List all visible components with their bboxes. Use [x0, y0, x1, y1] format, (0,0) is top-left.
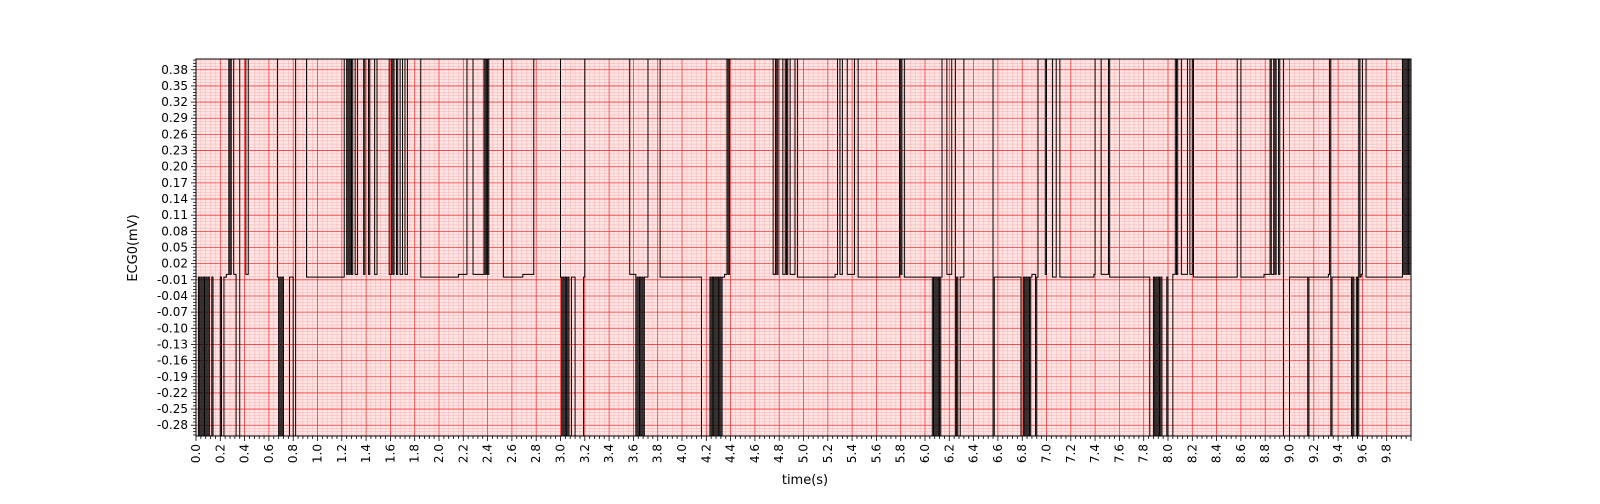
- x-tick-label: 0.2: [213, 444, 227, 463]
- x-tick-label: 8.2: [1185, 444, 1199, 463]
- x-tick-label: 4.2: [699, 444, 713, 463]
- y-tick-label: 0.11: [161, 208, 188, 222]
- x-axis-ticks: 0.0 0.2 0.4 0.6 0.8 1.0 1.2 1.4 1.6 1.8 2.0 2.2 2.4 2…: [189, 436, 1412, 463]
- x-tick-label: 3.0: [554, 444, 568, 463]
- x-tick-label: 9.6: [1355, 444, 1369, 463]
- x-tick-label: 5.2: [821, 444, 835, 463]
- x-tick-label: 5.0: [797, 444, 811, 463]
- x-tick-label: 1.4: [359, 444, 373, 463]
- x-tick-label: 2.2: [456, 444, 470, 463]
- x-tick-label: 5.6: [869, 444, 883, 463]
- x-tick-label: 4.8: [772, 444, 786, 463]
- x-tick-label: 5.4: [845, 444, 859, 463]
- y-tick-label: 0.20: [161, 160, 188, 174]
- y-tick-label: -0.04: [157, 289, 188, 303]
- x-tick-label: 3.4: [602, 444, 616, 463]
- y-tick-label: 0.05: [161, 241, 188, 255]
- x-tick-label: 4.4: [724, 444, 738, 463]
- x-tick-label: 6.4: [967, 444, 981, 463]
- y-tick-label: -0.07: [157, 305, 188, 319]
- x-tick-label: 0.8: [286, 444, 300, 463]
- x-tick-label: 8.4: [1210, 444, 1224, 463]
- x-tick-label: 3.2: [578, 444, 592, 463]
- x-tick-label: 4.6: [748, 444, 762, 463]
- x-tick-label: 9.0: [1283, 444, 1297, 463]
- x-tick-label: 9.8: [1380, 444, 1394, 463]
- x-tick-label: 9.4: [1331, 444, 1345, 463]
- x-tick-label: 7.6: [1112, 444, 1126, 463]
- y-tick-label: 0.29: [161, 111, 188, 125]
- y-tick-label: 0.38: [161, 63, 188, 77]
- y-tick-label: 0.02: [161, 257, 188, 271]
- y-tick-label: 0.17: [161, 176, 188, 190]
- x-tick-label: 2.4: [481, 444, 495, 463]
- x-tick-label: 8.0: [1161, 444, 1175, 463]
- y-tick-label: 0.08: [161, 224, 188, 238]
- y-tick-label: -0.10: [157, 321, 188, 335]
- x-axis-label: time(s): [782, 473, 828, 488]
- y-tick-label: 0.26: [161, 127, 188, 141]
- x-tick-label: 1.8: [408, 444, 422, 463]
- x-tick-label: 0.4: [238, 444, 252, 463]
- x-tick-label: 7.4: [1088, 444, 1102, 463]
- x-tick-label: 7.8: [1137, 444, 1151, 463]
- x-tick-label: 6.0: [918, 444, 932, 463]
- x-tick-label: 2.0: [432, 444, 446, 463]
- y-axis-label: ECG0(mV): [126, 214, 141, 281]
- x-tick-label: 0.6: [262, 444, 276, 463]
- x-tick-label: 8.8: [1258, 444, 1272, 463]
- x-tick-label: 9.2: [1307, 444, 1321, 463]
- x-tick-label: 1.2: [335, 444, 349, 463]
- y-tick-label: -0.25: [157, 402, 188, 416]
- y-tick-label: 0.35: [161, 79, 188, 93]
- y-tick-label: 0.23: [161, 144, 188, 158]
- y-tick-label: 0.14: [161, 192, 188, 206]
- x-tick-label: 1.6: [383, 444, 397, 463]
- x-tick-label: 3.6: [626, 444, 640, 463]
- y-tick-label: 0.32: [161, 95, 188, 109]
- x-tick-label: 3.8: [651, 444, 665, 463]
- y-tick-label: -0.13: [157, 337, 188, 351]
- x-tick-label: 0.0: [189, 444, 203, 463]
- x-tick-label: 1.0: [311, 444, 325, 463]
- x-tick-label: 7.0: [1040, 444, 1054, 463]
- x-tick-label: 2.6: [505, 444, 519, 463]
- major-gridlines: [195, 59, 1412, 436]
- x-tick-label: 6.8: [1015, 444, 1029, 463]
- y-tick-label: -0.01: [157, 273, 188, 287]
- y-tick-label: -0.16: [157, 354, 188, 368]
- y-tick-label: -0.28: [157, 418, 188, 432]
- x-tick-label: 5.8: [894, 444, 908, 463]
- y-tick-label: -0.22: [157, 386, 188, 400]
- y-tick-label: -0.19: [157, 370, 188, 384]
- x-tick-label: 6.6: [991, 444, 1005, 463]
- x-tick-label: 7.2: [1064, 444, 1078, 463]
- x-tick-label: 6.2: [942, 444, 956, 463]
- y-axis-ticks: -0.28 -0.25 -0.22 -0.19 -0.16 -0.13 -0.10 -0.07…: [157, 59, 196, 436]
- x-tick-label: 4.0: [675, 444, 689, 463]
- x-tick-label: 8.6: [1234, 444, 1248, 463]
- x-tick-label: 2.8: [529, 444, 543, 463]
